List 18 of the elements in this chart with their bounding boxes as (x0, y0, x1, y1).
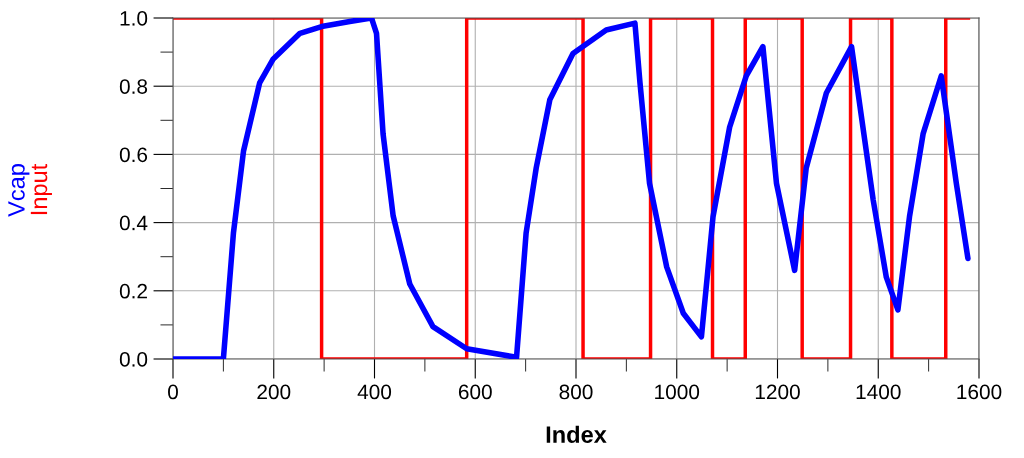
text: Vcap (8, 164, 30, 217)
x-tick-label: 800 (559, 384, 593, 400)
x-tick-label: 1600 (957, 384, 1002, 400)
y-tick-label: 1.0 (120, 11, 148, 26)
x-tick-label: 0 (168, 384, 178, 400)
y-tick-label: 0.8 (119, 79, 148, 94)
x-tick-label: 400 (357, 384, 392, 400)
x-axis-title: Index (546, 425, 607, 443)
x-tick-label: 1400 (856, 384, 901, 400)
x-tick-label: 1200 (755, 384, 800, 400)
x-tick-label: 600 (458, 384, 492, 400)
x-tick-label: 200 (257, 384, 291, 400)
y-tick-label: 0.4 (119, 215, 148, 231)
y-tick-label: 0.0 (119, 352, 148, 367)
x-tick-label: 1000 (655, 384, 700, 400)
text: Input (30, 163, 52, 215)
y-tick-label: 0.6 (119, 147, 148, 163)
y-tick-label: 0.2 (119, 283, 147, 299)
